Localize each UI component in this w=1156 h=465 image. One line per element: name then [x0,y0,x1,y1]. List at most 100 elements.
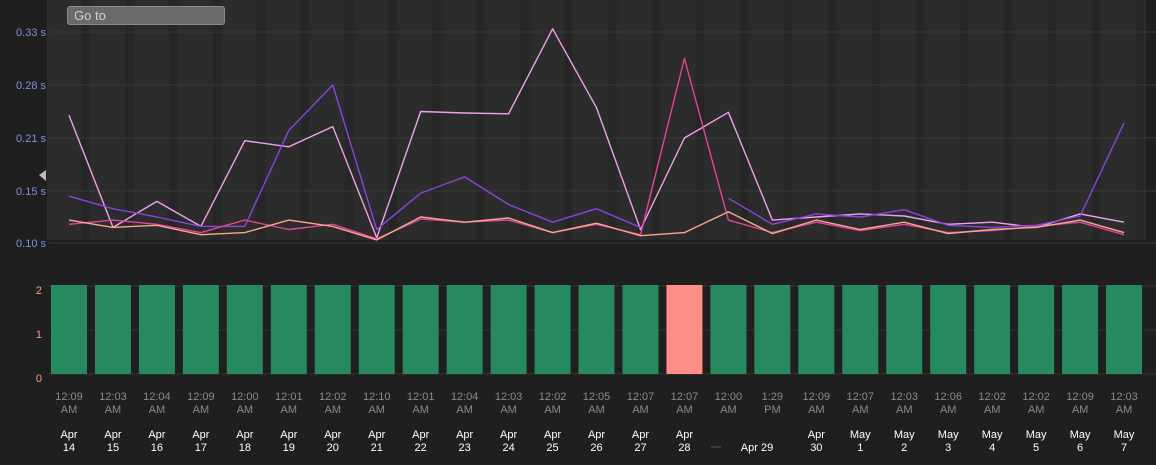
status-bar [534,285,571,374]
time-label: 12:01 [275,391,303,403]
time-label: 12:07 [671,391,699,403]
status-bar [1062,285,1099,374]
date-label: May [1026,429,1047,441]
column-gap [388,0,397,240]
latency-tick-label: 0.28 s [16,80,46,92]
time-label: PM [764,404,781,416]
time-label: AM [632,404,649,416]
status-bar [666,285,703,374]
time-label: AM [676,404,693,416]
time-label: 12:00 [715,391,743,403]
time-label: 12:00 [231,391,259,403]
time-label: AM [456,404,473,416]
date-label: 24 [502,442,514,454]
time-label: 12:03 [890,391,918,403]
column-gap [1048,0,1057,240]
status-bar [490,285,527,374]
date-label: Apr [280,429,297,441]
time-label: 12:07 [847,391,875,403]
time-label: AM [588,404,605,416]
date-label: 28 [678,442,690,454]
column-gap [212,0,221,240]
column-gap [652,0,661,240]
latency-tick-label: 0.10 s [16,238,46,250]
date-label: Apr [500,429,517,441]
time-label: AM [325,404,342,416]
status-bar [446,285,483,374]
time-label: AM [940,404,957,416]
column-gap [1092,0,1101,240]
date-label: Apr [588,429,605,441]
count-tick-label: 2 [36,285,42,297]
status-bar [930,285,967,374]
status-bar [94,285,131,374]
time-label: AM [149,404,166,416]
date-label: 18 [239,442,251,454]
date-label: 3 [945,442,951,454]
time-label: 12:02 [319,391,347,403]
date-label: 7 [1121,442,1127,454]
column-gap [740,0,749,240]
count-tick-label: 0 [36,373,42,385]
status-bar [622,285,659,374]
date-label: 6 [1077,442,1083,454]
time-label: AM [412,404,429,416]
date-label: 26 [590,442,602,454]
date-label: May [1114,429,1135,441]
date-label: Apr [368,429,385,441]
column-gap [564,0,573,240]
time-label: AM [720,404,737,416]
status-bar [314,285,351,374]
time-label: 12:09 [803,391,831,403]
latency-series-4 [68,211,1125,241]
date-label: 14 [63,442,75,454]
date-label: 4 [989,442,995,454]
status-bar [578,285,615,374]
status-bar [1106,285,1143,374]
column-gap [256,0,265,240]
date-label: Apr [236,429,253,441]
time-label: AM [193,404,210,416]
date-label: Apr [60,429,77,441]
date-label: 21 [371,442,383,454]
status-bar [974,285,1011,374]
date-label: 30 [810,442,822,454]
column-gap [784,0,793,240]
time-label: AM [1072,404,1089,416]
column-gap [872,0,881,240]
column-gap [81,0,89,240]
column-gap [1004,0,1013,240]
column-gap [168,0,177,240]
date-label: 5 [1033,442,1039,454]
date-label: 1 [857,442,863,454]
time-label: 12:03 [99,391,127,403]
time-label: AM [281,404,298,416]
goto-input[interactable] [67,6,225,25]
status-bar [1018,285,1055,374]
time-label: AM [500,404,517,416]
column-gap [916,0,925,240]
time-label: AM [1028,404,1045,416]
time-label: AM [61,404,78,416]
date-label: 17 [195,442,207,454]
time-label: 12:09 [187,391,215,403]
caret-left-icon [39,170,46,181]
status-bar [754,285,791,374]
latency-tick-label: 0.33 s [16,27,46,39]
date-label: Apr [192,429,209,441]
status-bar [886,285,923,374]
date-label: 19 [283,442,295,454]
column-gap [520,0,529,240]
column-gap [828,0,837,240]
date-label: Apr [104,429,121,441]
time-label: 12:02 [978,391,1006,403]
status-bar [798,285,835,374]
status-bar [182,285,219,374]
time-label: 12:02 [1022,391,1050,403]
date-label: 15 [107,442,119,454]
time-label: 12:09 [55,391,83,403]
status-bar [138,285,175,374]
date-label: Apr [148,429,165,441]
status-bar [51,285,87,374]
time-label: AM [1116,404,1133,416]
